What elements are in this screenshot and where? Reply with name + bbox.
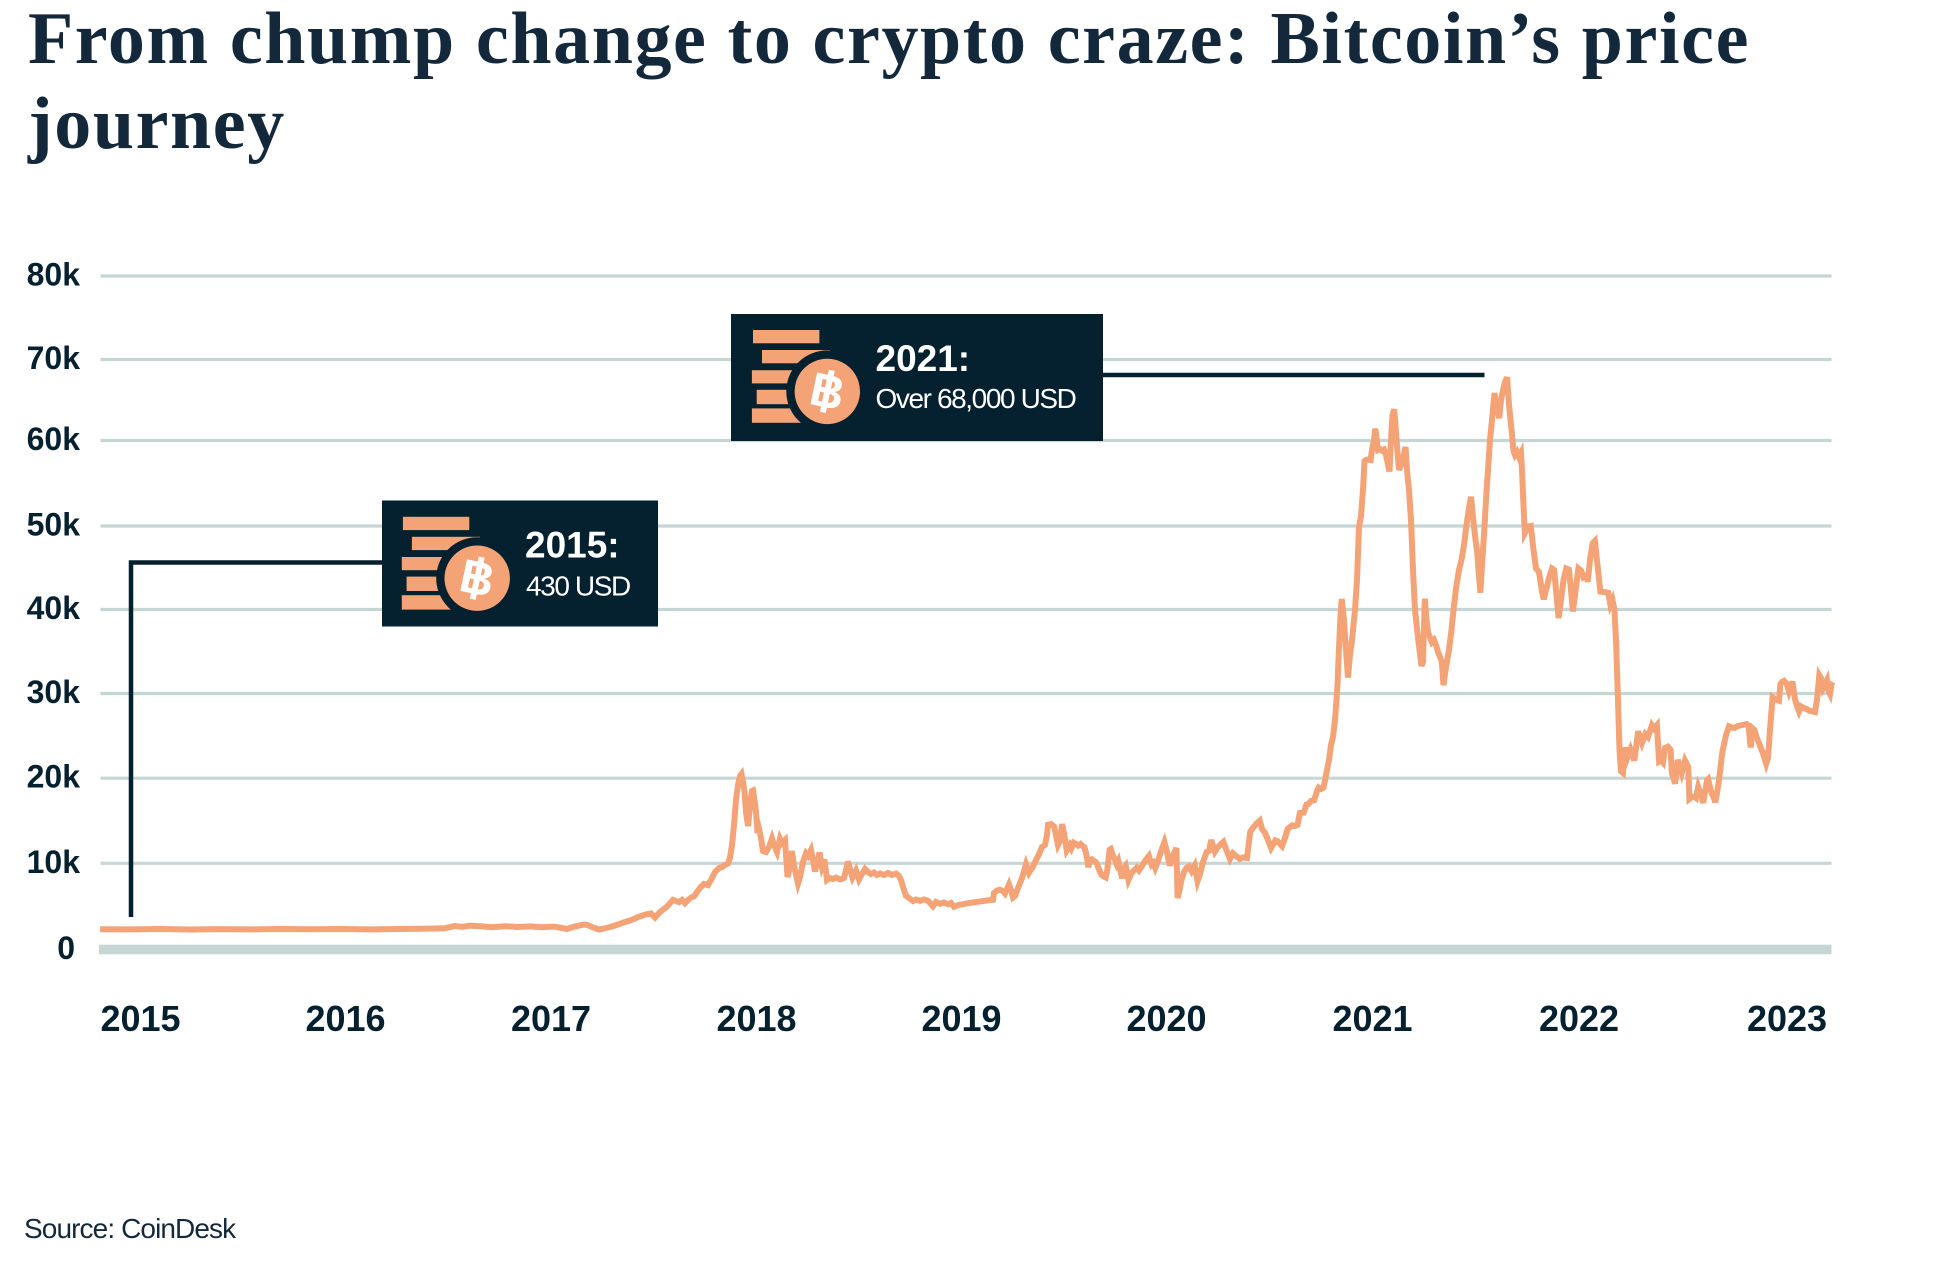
svg-text:2023: 2023: [1747, 998, 1827, 1039]
svg-text:20k: 20k: [27, 759, 81, 795]
svg-text:2015:: 2015:: [525, 525, 620, 566]
svg-text:50k: 50k: [27, 507, 81, 543]
svg-text:2021:: 2021:: [876, 338, 971, 379]
svg-text:10k: 10k: [27, 844, 81, 880]
svg-text:2020: 2020: [1126, 998, 1206, 1039]
svg-text:2018: 2018: [716, 998, 796, 1039]
svg-text:80k: 80k: [27, 257, 81, 293]
svg-text:2021: 2021: [1332, 998, 1412, 1039]
svg-text:30k: 30k: [27, 674, 81, 710]
svg-text:Over 68,000 USD: Over 68,000 USD: [876, 383, 1076, 414]
svg-text:2022: 2022: [1539, 998, 1619, 1039]
svg-text:2015: 2015: [100, 998, 180, 1039]
svg-text:60k: 60k: [27, 421, 81, 457]
svg-text:70k: 70k: [27, 340, 81, 376]
svg-text:2019: 2019: [921, 998, 1001, 1039]
svg-text:2017: 2017: [511, 998, 591, 1039]
svg-text:430 USD: 430 USD: [526, 571, 630, 602]
svg-text:2016: 2016: [305, 998, 385, 1039]
svg-text:0: 0: [57, 930, 75, 966]
svg-text:40k: 40k: [27, 590, 81, 626]
